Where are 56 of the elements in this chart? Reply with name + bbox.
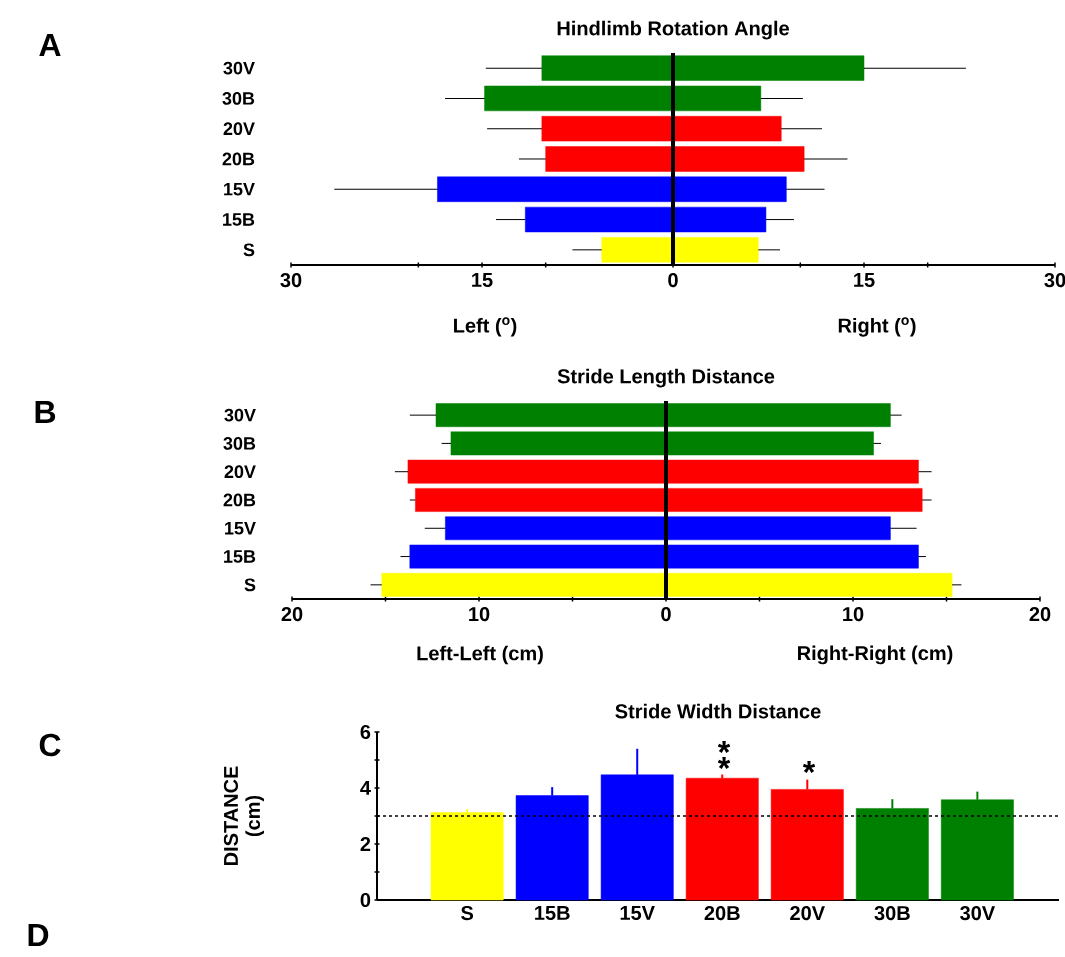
text: B	[35, 400, 56, 423]
bar	[601, 237, 674, 263]
x-tick-label: S	[461, 906, 474, 921]
y-tick-label: 15B	[223, 213, 255, 226]
annotation: *	[802, 760, 816, 773]
y-tick-label: 4	[360, 781, 371, 795]
y-tick-label: 15V	[225, 521, 256, 535]
y-axis-title: DISTANCE (cm)	[223, 766, 264, 866]
x-tick-label: 10	[469, 607, 490, 622]
bar	[685, 777, 759, 901]
y-tick-label: 30B	[223, 437, 256, 450]
x-tick-label: 20	[1029, 607, 1051, 622]
y-tick-label: 15B	[224, 550, 256, 563]
text: Right-Right (cm)	[798, 645, 953, 665]
y-tick-label: 0	[360, 892, 371, 908]
y-tick-label: 20B	[223, 493, 256, 507]
chart-title: Stride Length Distance	[557, 368, 775, 388]
x-tick-label: 15B	[535, 906, 570, 920]
x-tick-label: 30V	[960, 906, 996, 921]
x-tick-label: 15	[854, 273, 875, 287]
bar	[672, 237, 759, 263]
x-tick-label: 15V	[620, 906, 655, 920]
y-tick-label: 20B	[222, 152, 255, 166]
text: Right ($^{o}$)	[838, 317, 916, 337]
text: C	[39, 733, 61, 757]
y-tick-label: 2	[360, 837, 371, 851]
y-tick-label: 15V	[224, 182, 255, 196]
x-tick-label: 20B	[704, 906, 740, 921]
y-tick-label: S	[244, 578, 256, 592]
x-tick-label: 30	[280, 273, 302, 288]
annotation: *	[717, 756, 731, 769]
text: Left-Left (cm)	[417, 645, 543, 665]
text: A	[39, 33, 61, 56]
x-tick-label: 20V	[790, 906, 825, 921]
y-tick-label: 30V	[223, 61, 255, 75]
x-tick-label: 15	[472, 273, 493, 287]
y-tick-label: 20V	[223, 122, 255, 136]
chart-title: Hindlimb Rotation Angle	[557, 20, 789, 40]
y-tick-label: 30V	[224, 408, 256, 422]
x-tick-label: 0	[661, 607, 671, 622]
x-tick-label: 30B	[874, 906, 910, 921]
annotation: *	[717, 740, 731, 753]
x-tick-label: 30	[1044, 273, 1065, 288]
y-tick-label: 30B	[222, 92, 255, 105]
text: Left ($^{o}$)	[454, 317, 517, 337]
y-tick-label: S	[243, 243, 255, 257]
text: D	[28, 923, 49, 946]
bar	[381, 572, 667, 597]
x-tick-label: 0	[668, 273, 678, 288]
x-tick-label: 20	[281, 607, 303, 622]
chart-title: Stride Width Distance	[615, 703, 821, 719]
bar	[430, 812, 504, 901]
y-tick-label: 6	[360, 724, 371, 740]
bar	[665, 572, 953, 597]
y-tick-label: 20V	[224, 465, 256, 479]
x-tick-label: 10	[843, 607, 864, 622]
